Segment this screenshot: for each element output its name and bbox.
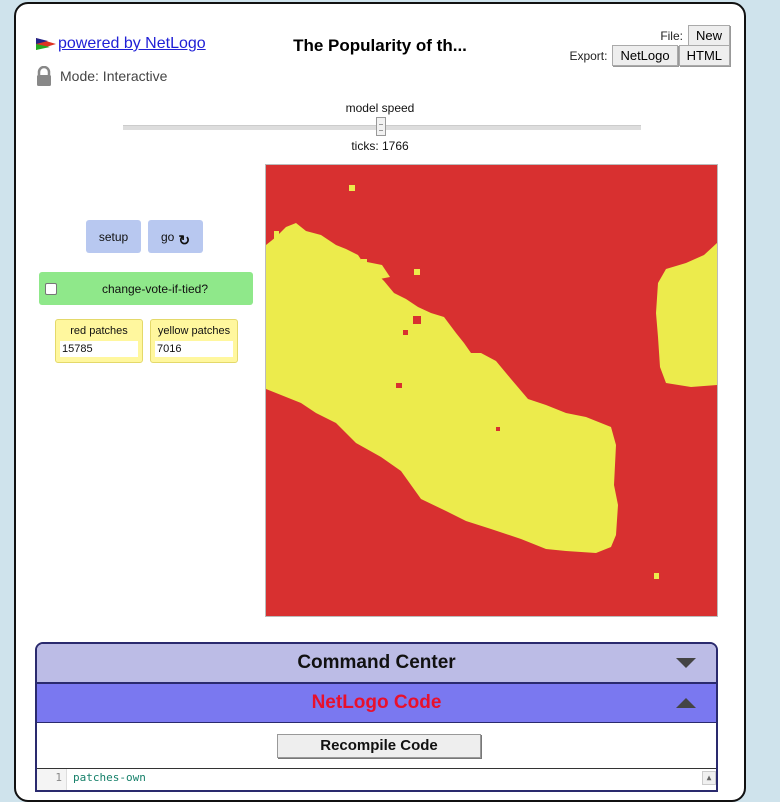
yellow-dots bbox=[274, 185, 659, 579]
export-html-button[interactable]: HTML bbox=[678, 45, 730, 66]
red-patches-monitor: red patches 15785 bbox=[55, 319, 143, 363]
model-speed-thumb[interactable] bbox=[376, 117, 386, 136]
recompile-code-button[interactable]: Recompile Code bbox=[277, 734, 481, 758]
model-speed-label: model speed bbox=[345, 101, 415, 115]
export-label: Export: bbox=[569, 48, 608, 63]
chevron-up-icon[interactable] bbox=[676, 698, 696, 708]
scroll-up-icon[interactable]: ▲ bbox=[702, 771, 716, 785]
ticks-counter: ticks: 1766 bbox=[351, 139, 409, 153]
switch-checkbox[interactable] bbox=[45, 282, 57, 295]
mode-indicator: Mode: Interactive bbox=[36, 66, 167, 86]
lock-icon[interactable] bbox=[36, 66, 52, 86]
command-center-title: Command Center bbox=[297, 652, 456, 673]
bottom-panels: Command Center NetLogo Code Recompile Co… bbox=[35, 642, 718, 792]
mode-label: Mode: Interactive bbox=[60, 68, 168, 84]
yellow-region-main bbox=[266, 223, 618, 553]
monitor-value: 7016 bbox=[155, 341, 233, 357]
file-toolbar: File: New bbox=[660, 25, 730, 46]
command-center-header[interactable]: Command Center bbox=[37, 644, 716, 684]
world-view[interactable] bbox=[265, 164, 718, 617]
export-netlogo-button[interactable]: NetLogo bbox=[612, 45, 678, 66]
model-title: The Popularity of th... bbox=[293, 36, 467, 55]
powered-by-label: powered by NetLogo bbox=[58, 35, 206, 52]
file-label: File: bbox=[660, 28, 683, 43]
change-vote-if-tied-switch[interactable]: change-vote-if-tied? bbox=[39, 272, 253, 305]
netlogo-code-title: NetLogo Code bbox=[311, 692, 442, 713]
go-button[interactable]: go ↻ bbox=[148, 220, 203, 253]
powered-by-netlogo-link[interactable]: powered by NetLogo bbox=[36, 35, 206, 53]
chevron-down-icon[interactable] bbox=[676, 658, 696, 668]
export-toolbar: Export: NetLogo HTML bbox=[569, 45, 730, 66]
yellow-patches-monitor: yellow patches 7016 bbox=[150, 319, 238, 363]
yellow-region-right bbox=[656, 243, 717, 387]
netlogo-code-header[interactable]: NetLogo Code bbox=[37, 684, 716, 723]
line-number: 1 bbox=[37, 769, 67, 790]
forever-icon: ↻ bbox=[178, 232, 191, 248]
monitor-label: red patches bbox=[70, 325, 128, 337]
setup-label: setup bbox=[98, 229, 129, 244]
world-patches bbox=[266, 185, 717, 579]
code-editor[interactable]: 1 patches-own ▲ bbox=[37, 768, 716, 790]
switch-label: change-vote-if-tied? bbox=[101, 281, 209, 296]
setup-button[interactable]: setup bbox=[86, 220, 141, 253]
code-line[interactable]: patches-own bbox=[73, 771, 146, 784]
monitor-label: yellow patches bbox=[157, 325, 231, 337]
go-label: go bbox=[160, 229, 175, 244]
netlogo-logo-icon bbox=[36, 38, 56, 50]
red-holes bbox=[396, 316, 500, 431]
monitor-value: 15785 bbox=[60, 341, 138, 357]
new-button[interactable]: New bbox=[687, 25, 730, 46]
